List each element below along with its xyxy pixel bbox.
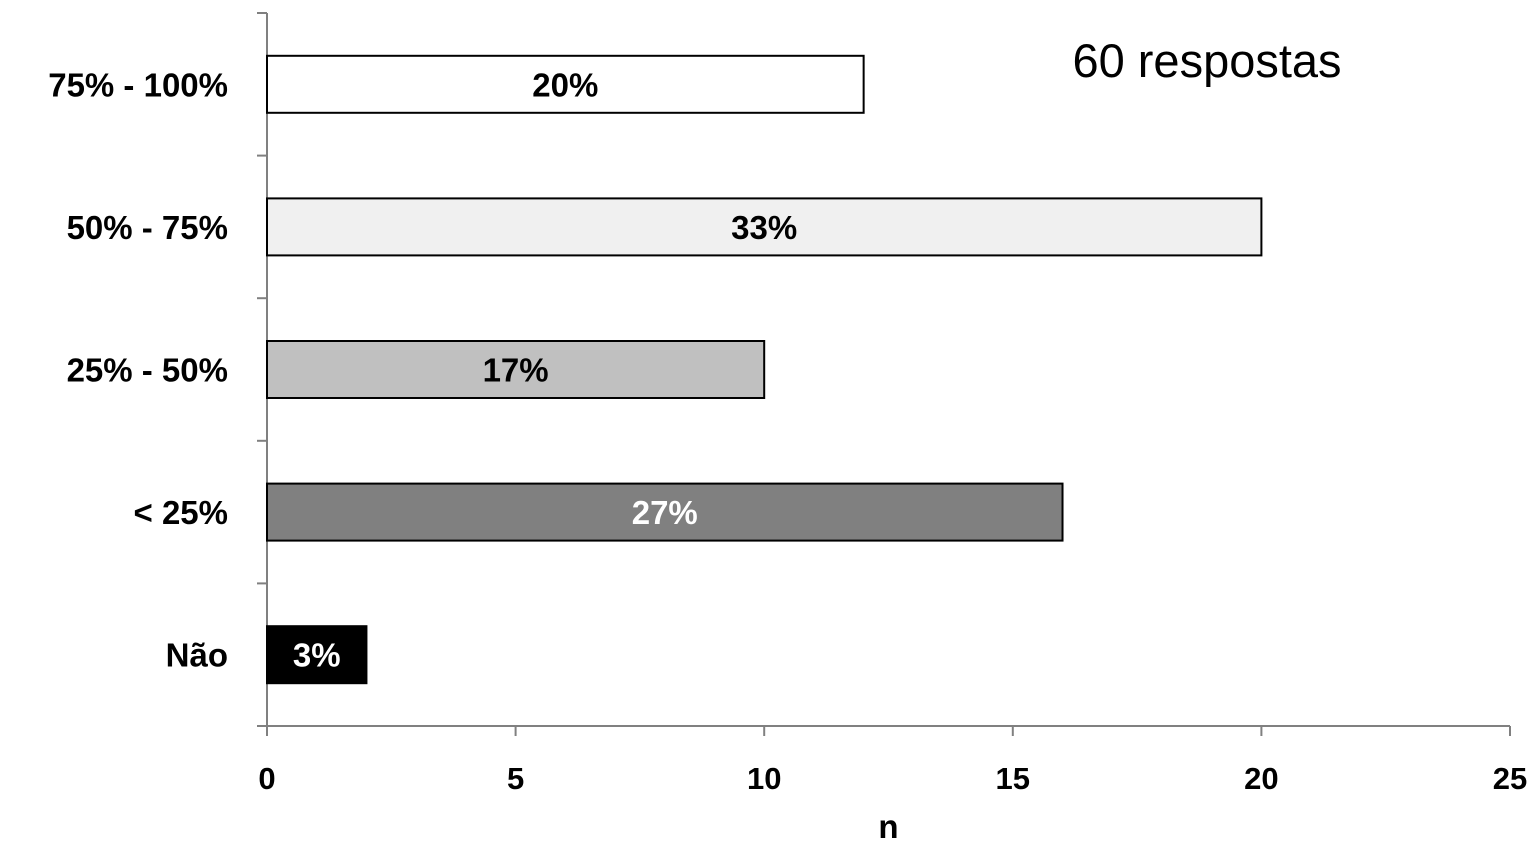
category-label: 50% - 75%: [67, 209, 228, 246]
bar-series: 20% 33% 17% 27% 3%: [266, 54, 1263, 685]
y-axis-ticks: [257, 12, 267, 727]
bar: [266, 482, 1064, 542]
x-tick-label: 0: [258, 761, 275, 796]
bar-data-label: 33%: [731, 209, 797, 246]
x-tick-label: 25: [1493, 761, 1527, 796]
x-tick-label: 10: [747, 761, 781, 796]
bar: [266, 625, 368, 685]
x-axis-title: n: [878, 808, 898, 844]
category-label: 25% - 50%: [67, 352, 228, 389]
category-label: Não: [166, 637, 228, 674]
bar-data-label: 20%: [532, 66, 598, 103]
bar-data-label: 3%: [293, 637, 341, 674]
x-tick-label: 20: [1244, 761, 1278, 796]
category-label: 75% - 100%: [48, 66, 228, 103]
category-labels: 75% - 100% 50% - 75% 25% - 50% < 25% Não: [48, 66, 228, 673]
bar-data-label: 17%: [483, 352, 549, 389]
bar: [266, 54, 865, 114]
x-tick-label: 5: [507, 761, 524, 796]
x-tick-labels: 0 5 10 15 20 25: [258, 761, 1527, 796]
bar: [266, 340, 766, 399]
bar: [266, 197, 1263, 257]
x-tick-label: 15: [996, 761, 1030, 796]
category-label: < 25%: [134, 494, 229, 531]
response-count-annotation: 60 respostas: [1072, 34, 1341, 87]
bar-data-label: 27%: [632, 494, 698, 531]
x-axis-ticks: [266, 726, 1511, 736]
